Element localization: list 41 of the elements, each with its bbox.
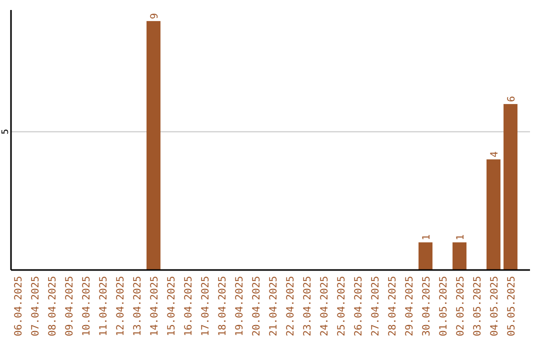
x-tick-label: 11.04.2025 [98, 276, 110, 336]
x-tick-label: 27.04.2025 [370, 276, 382, 336]
bar [486, 159, 500, 270]
x-tick-label: 30.04.2025 [422, 276, 432, 336]
x-tick-label: 07.04.2025 [30, 276, 42, 336]
x-tick-label: 20.04.2025 [252, 276, 262, 336]
data-label: 1 [422, 234, 432, 240]
x-tick-label: 24.04.2025 [320, 276, 330, 336]
data-label: 1 [456, 234, 466, 240]
x-tick-label: 12.04.2025 [116, 276, 126, 336]
x-tick-label: 25.04.2025 [336, 276, 348, 336]
x-tick-label: 22.04.2025 [286, 276, 296, 336]
x-tick-label: 09.04.2025 [64, 276, 76, 336]
bar [452, 242, 466, 270]
x-tick-label: 10.04.2025 [82, 276, 92, 336]
x-tick-label: 13.04.2025 [132, 276, 144, 336]
bar [146, 21, 160, 270]
x-tick-label: 14.04.2025 [150, 276, 160, 336]
x-tick-label: 16.04.2025 [184, 276, 194, 336]
x-tick-label: 18.04.2025 [218, 276, 228, 336]
bar [504, 104, 518, 270]
x-tick-label: 08.04.2025 [48, 276, 58, 336]
x-tick-label: 17.04.2025 [200, 276, 212, 336]
x-tick-label: 02.05.2025 [456, 276, 466, 336]
x-tick-label: 21.04.2025 [268, 276, 280, 336]
x-tick-label: 19.04.2025 [234, 276, 246, 336]
x-tick-label: 05.05.2025 [506, 276, 518, 336]
x-tick-label: 04.05.2025 [490, 276, 500, 336]
bar [418, 242, 432, 270]
x-tick-label: 23.04.2025 [302, 276, 314, 336]
x-tick-label: 29.04.2025 [404, 276, 416, 336]
data-label: 4 [490, 151, 500, 158]
data-label: 6 [506, 96, 518, 102]
x-tick-label: 03.05.2025 [472, 276, 484, 336]
x-tick-label: 01.05.2025 [438, 276, 450, 336]
x-tick-label: 15.04.2025 [166, 276, 178, 336]
data-label: 9 [150, 13, 160, 20]
y-tick-label: 5 [1, 128, 11, 134]
x-tick-label: 28.04.2025 [388, 276, 398, 336]
x-tick-label: 26.04.2025 [354, 276, 364, 336]
x-tick-label: 06.04.2025 [14, 276, 24, 336]
